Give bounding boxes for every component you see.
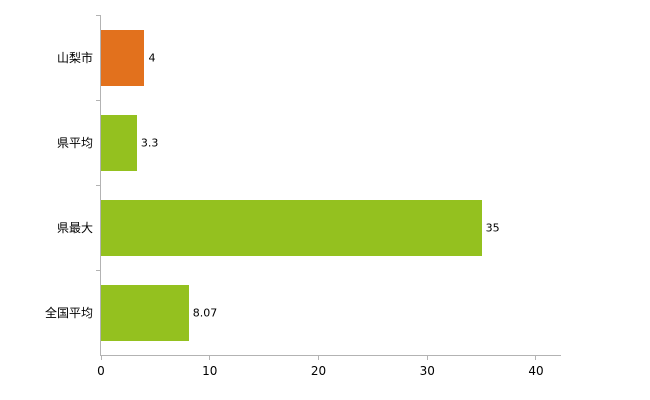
- x-axis-tick: [535, 355, 537, 360]
- plot-area: 4 山梨市 3.3 県平均 35 県最大 8.07 全国平均 0 10 20 30 40: [45, 15, 561, 377]
- bar-value-label: 4: [148, 51, 156, 64]
- x-axis-tick-label: 10: [202, 364, 218, 378]
- category-label-3: 全国平均: [44, 305, 93, 320]
- y-axis-tick: [96, 185, 101, 186]
- x-axis-tick-label: 20: [310, 364, 327, 378]
- y-axis-tick: [96, 100, 101, 101]
- bar-1: [101, 114, 137, 171]
- bar-2: [101, 199, 482, 256]
- x-axis-tick-label: 40: [528, 364, 544, 378]
- bar-0: [101, 29, 145, 86]
- bar-value-label: 8.07: [192, 306, 218, 319]
- x-axis-tick-label: 0: [97, 364, 105, 378]
- bar-3: [101, 284, 189, 341]
- bar-row: 4: [101, 29, 561, 86]
- bar-row: 8.07: [101, 284, 561, 341]
- category-label-0: 山梨市: [56, 50, 93, 65]
- bar-value-label: 3.3: [140, 136, 159, 149]
- x-axis-tick: [100, 355, 102, 360]
- y-axis-tick: [96, 15, 101, 16]
- x-axis-tick: [209, 355, 211, 360]
- x-axis-tick-label: 30: [419, 364, 435, 378]
- category-label-1: 県平均: [56, 135, 93, 150]
- category-label-2: 県最大: [56, 220, 93, 235]
- x-axis-tick: [426, 355, 428, 360]
- bar-value-label: 35: [485, 221, 500, 234]
- y-axis-tick: [96, 270, 101, 271]
- bar-row: 3.3: [101, 114, 561, 171]
- bar-row: 35: [101, 199, 561, 256]
- x-axis-tick: [317, 355, 319, 360]
